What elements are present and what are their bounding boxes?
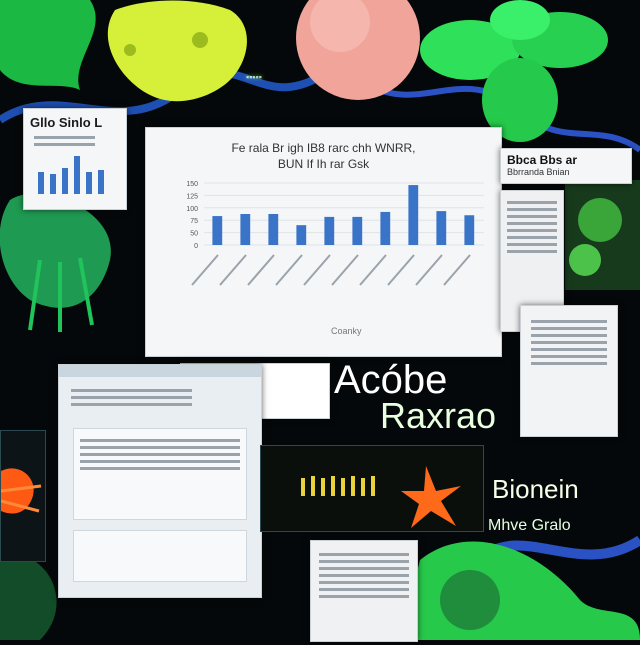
x-tick-label (359, 254, 387, 286)
chart-bar (436, 211, 447, 245)
main-chart-xlabel: Coanky (331, 326, 362, 336)
chart-bar (296, 225, 307, 245)
top-right-sublabel: Bbrranda Bnian (507, 167, 570, 177)
y-tick-label: 150 (186, 181, 198, 188)
x-tick-label (443, 254, 471, 286)
main-chart-card: Fe rala Br igh IB8 rarc chh WNRR, BUN If… (145, 127, 502, 357)
top-right-label: Bbca Bbs ar (507, 153, 578, 167)
chart-bar (380, 211, 391, 245)
yellow-cell-icon (107, 0, 247, 102)
x-tick-label (387, 254, 415, 286)
mini-panel-lines (24, 136, 105, 146)
y-tick-label: 50 (190, 231, 198, 238)
right-document-2 (520, 305, 618, 437)
mini-panel-title: Gllo Sinlo L (30, 115, 103, 130)
main-bar-chart: 150 125 100 75 50 0 (186, 181, 484, 286)
x-tick-label (247, 254, 275, 286)
main-chart-title-line2: BUN If Ih rar Gsk (277, 157, 370, 171)
big-text-line1: Acóbe (334, 358, 448, 402)
top-right-label-card: Bbca Bbs ar Bbrranda Bnian (500, 148, 632, 184)
bionein-label: Bionein (492, 474, 579, 504)
y-tick-label: 125 (186, 193, 198, 200)
chart-bar (324, 216, 335, 245)
document-window (58, 364, 262, 598)
chart-bar (212, 216, 223, 245)
mini-bar-chart (38, 156, 104, 194)
x-tick-label (191, 254, 219, 286)
bottom-caption: Mhve Gralo (488, 517, 571, 534)
y-tick-label: 75 (190, 218, 198, 225)
big-text-line2: Raxrao (380, 395, 497, 436)
x-tick-label (275, 254, 303, 286)
x-tick-label (219, 254, 247, 286)
window-content-area-2 (73, 530, 247, 582)
chart-bar (268, 214, 279, 245)
main-chart-title: Fe rala Br igh IB8 rarc chh WNRR, BUN If… (146, 128, 501, 172)
starfish-icon (301, 466, 461, 528)
mini-chart-panel: Gllo Sinlo L (23, 108, 127, 210)
molecule-icon (420, 0, 608, 142)
bottom-document (310, 540, 418, 642)
y-tick-label: 0 (194, 243, 198, 250)
x-tick-label (331, 254, 359, 286)
orange-organism-tile (0, 430, 46, 562)
chart-bar (464, 215, 475, 245)
window-titlebar (59, 365, 261, 377)
y-tick-label: 100 (186, 206, 198, 213)
chart-bar (240, 214, 251, 245)
chart-bar (408, 185, 419, 245)
left-label-1: ▪▪▪▪▪ (246, 72, 262, 82)
chart-bar (352, 216, 363, 245)
bottom-media-panel (260, 445, 484, 532)
window-content-area (73, 428, 247, 520)
x-tick-label (303, 254, 331, 286)
main-chart-title-line1: Fe rala Br igh IB8 rarc chh WNRR, (231, 141, 416, 155)
x-tick-label (415, 254, 443, 286)
